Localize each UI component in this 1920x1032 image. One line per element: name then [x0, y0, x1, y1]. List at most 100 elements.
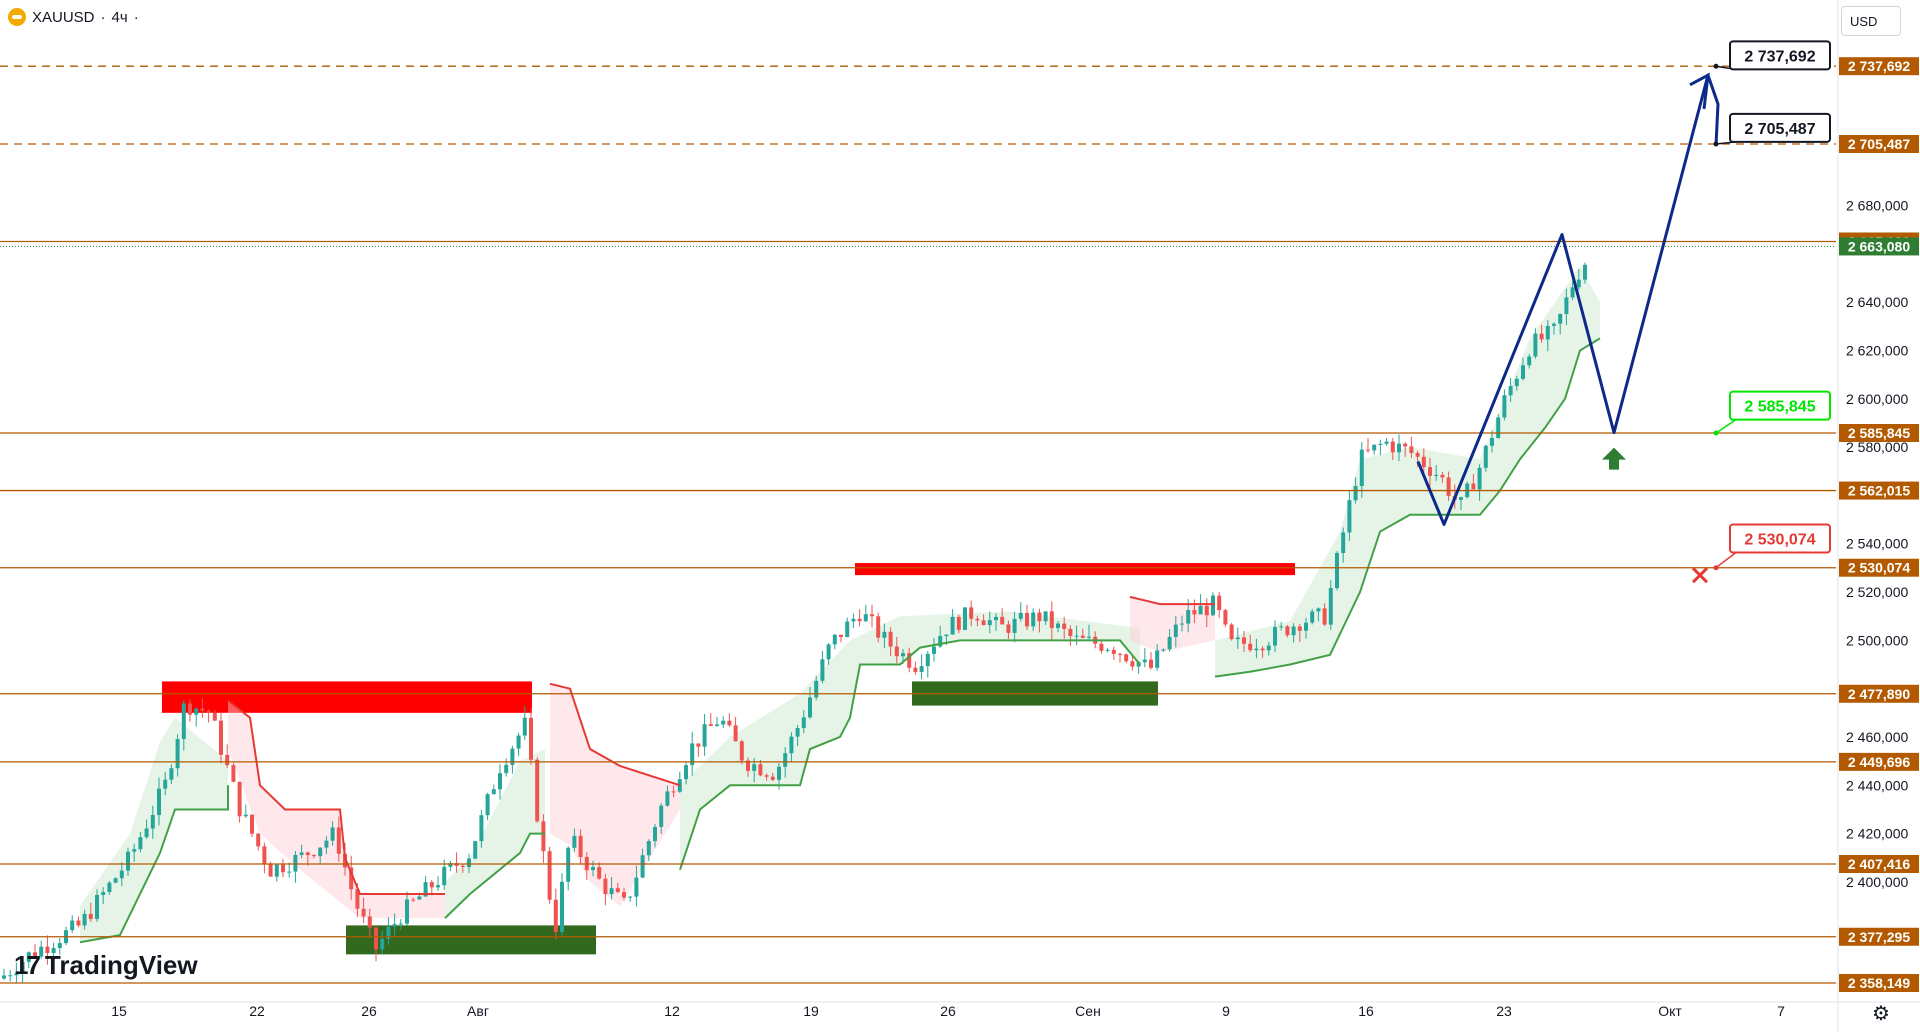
candle-body: [987, 620, 992, 626]
candle-body: [57, 943, 62, 949]
candle-body: [1372, 444, 1377, 451]
price-level-tag-label: 2 737,692: [1848, 58, 1910, 74]
candle-body: [901, 653, 905, 657]
candle-body: [398, 923, 403, 925]
price-level-tag: [1839, 974, 1919, 992]
time-axis[interactable]: 15 22 26 Авг 12 19 26 Сен 9 16 23 Окт 7: [111, 1003, 1785, 1019]
candle-body: [733, 725, 738, 742]
candle-body: [1496, 417, 1501, 439]
candle-body: [467, 858, 471, 868]
callout-box: [1729, 40, 1831, 71]
candle-body: [739, 741, 744, 761]
gold-coin-icon: [8, 8, 26, 26]
time-tick-label: 12: [664, 1003, 680, 1019]
price-tick-label: 2 500,000: [1846, 632, 1908, 648]
candle-body: [597, 867, 602, 879]
candle-body: [20, 962, 25, 974]
callout-anchor: [1713, 565, 1719, 571]
currency-button[interactable]: USD: [1841, 6, 1901, 36]
price-level-tag: [1839, 135, 1919, 153]
candle-body: [1186, 610, 1191, 624]
projected-path-line: [1416, 73, 1720, 526]
candle-body: [1347, 500, 1352, 533]
resistance-zone: [855, 563, 1295, 576]
candle-body: [250, 814, 254, 834]
price-tick-label: 2 640,000: [1846, 294, 1908, 310]
candle-body: [938, 636, 943, 647]
trailing-stop-line: [1129, 595, 1215, 606]
settings-gear-icon[interactable]: ⚙: [1872, 1003, 1890, 1025]
candle-body: [1353, 486, 1358, 501]
candle-body: [1111, 649, 1116, 654]
candle-body: [684, 765, 688, 780]
candle-body: [82, 913, 87, 926]
candle-body: [448, 863, 453, 867]
candle-body: [330, 827, 335, 841]
candle-body: [113, 878, 118, 883]
candle-body: [1521, 365, 1525, 379]
tradingview-logo-text: TradingView: [44, 950, 198, 980]
candle-body: [529, 717, 533, 760]
candle-body: [1198, 605, 1203, 615]
candle-body: [591, 867, 595, 871]
tradingview-logo[interactable]: 17 TradingView: [14, 950, 198, 981]
candle-body: [1254, 648, 1259, 651]
candle-body: [355, 889, 360, 909]
candle-body: [150, 814, 155, 829]
candle-body: [88, 913, 93, 919]
candle-body: [386, 926, 391, 939]
candle-body: [758, 764, 763, 776]
price-level-tag: [1839, 481, 1919, 500]
candle-body: [101, 892, 106, 895]
trailing-stop-lines: [79, 337, 1601, 944]
candle-body: [1291, 626, 1296, 636]
candle-body: [1421, 456, 1426, 468]
price-level-tag-label: 2 562,015: [1848, 483, 1910, 499]
candle-body: [671, 791, 676, 793]
candle-body: [876, 616, 881, 638]
time-tick-label: 9: [1222, 1003, 1230, 1019]
candle-body: [1558, 313, 1563, 324]
candle-body: [547, 851, 552, 900]
candle-body: [659, 805, 664, 827]
candle-body: [95, 894, 99, 919]
candle-body: [126, 851, 130, 871]
candle-body: [1031, 612, 1036, 627]
candle-body: [1229, 624, 1234, 640]
projected-path-arrowhead: [1689, 72, 1710, 110]
candle-body: [1552, 323, 1556, 326]
candle-body: [374, 927, 378, 950]
symbol-header[interactable]: XAUUSD · 4ч ·: [8, 8, 139, 26]
price-level-tag: [1839, 854, 1919, 873]
candle-body: [789, 736, 794, 754]
symbol-name: XAUUSD: [32, 8, 95, 26]
candle-body: [615, 888, 620, 893]
candle-body: [318, 847, 323, 857]
time-tick-label: 19: [803, 1003, 819, 1019]
callout-box: [1729, 112, 1831, 143]
time-tick-label: Авг: [467, 1003, 489, 1019]
candle-body: [225, 754, 230, 766]
candle-body: [894, 646, 899, 657]
candle-body: [746, 760, 750, 771]
time-tick-label: 26: [940, 1003, 956, 1019]
candle-body: [1403, 443, 1408, 447]
trailing-stop-line: [79, 785, 229, 944]
candle-body: [665, 791, 670, 806]
candle-body: [752, 764, 757, 771]
price-level-tag: [1839, 927, 1919, 946]
candle-body: [107, 882, 112, 893]
candle-body: [1310, 611, 1315, 623]
candle-body: [1304, 622, 1308, 631]
candle-body: [1056, 623, 1060, 628]
candle-body: [1155, 650, 1160, 668]
candle-body: [832, 634, 837, 645]
price-tick-label: 2 520,000: [1846, 584, 1908, 600]
candle-body: [1483, 445, 1488, 468]
candle-body: [157, 788, 161, 815]
candle-body: [268, 863, 273, 877]
candle-body: [963, 607, 967, 630]
candle-body: [603, 878, 608, 895]
